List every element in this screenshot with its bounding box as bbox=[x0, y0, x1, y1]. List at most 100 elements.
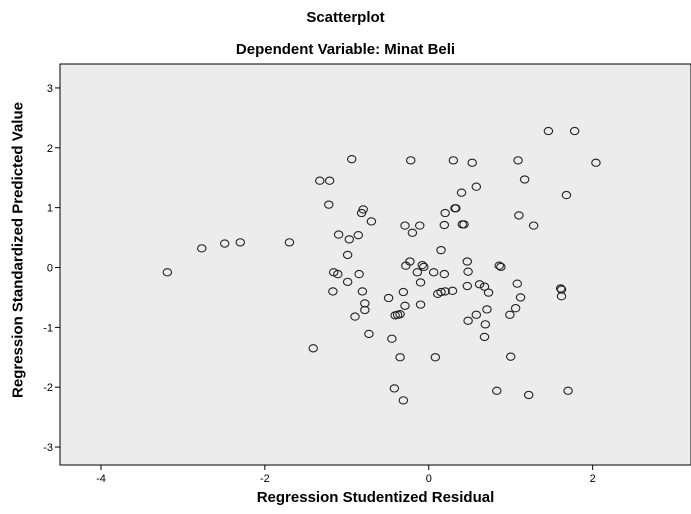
data-point bbox=[346, 155, 357, 164]
data-point bbox=[440, 208, 450, 218]
x-tick-label: 0 bbox=[426, 473, 432, 485]
y-tick-label: 1 bbox=[47, 203, 53, 215]
data-point bbox=[510, 304, 521, 313]
data-point bbox=[439, 220, 450, 230]
data-point bbox=[353, 231, 364, 240]
data-point bbox=[308, 344, 318, 353]
data-point bbox=[436, 287, 446, 297]
x-tick-label: 2 bbox=[590, 473, 596, 485]
data-point bbox=[407, 228, 418, 237]
data-point bbox=[496, 262, 506, 272]
data-point bbox=[492, 386, 502, 395]
data-point bbox=[515, 293, 526, 302]
data-point bbox=[356, 208, 367, 218]
data-point bbox=[357, 287, 368, 296]
data-point bbox=[389, 384, 400, 393]
data-point bbox=[482, 305, 492, 314]
data-point bbox=[467, 158, 477, 167]
data-point bbox=[505, 352, 516, 361]
data-point bbox=[366, 217, 377, 226]
data-point bbox=[439, 269, 450, 279]
data-point bbox=[483, 288, 494, 297]
data-point bbox=[459, 220, 469, 229]
data-point bbox=[512, 279, 523, 288]
data-point bbox=[412, 268, 423, 277]
data-point bbox=[523, 390, 534, 400]
data-point bbox=[505, 310, 515, 319]
data-point bbox=[474, 280, 485, 289]
data-point bbox=[398, 396, 409, 405]
data-point bbox=[456, 188, 467, 197]
data-point bbox=[395, 353, 405, 362]
data-point bbox=[519, 175, 530, 184]
data-point bbox=[430, 353, 441, 362]
chart-title: Scatterplot bbox=[306, 9, 385, 26]
data-point bbox=[569, 126, 580, 136]
data-point bbox=[400, 221, 410, 230]
y-tick-label: -3 bbox=[43, 442, 53, 454]
data-point bbox=[324, 176, 335, 185]
data-point bbox=[556, 285, 567, 294]
data-point bbox=[528, 221, 539, 230]
data-point bbox=[447, 286, 458, 295]
data-point bbox=[419, 262, 429, 272]
plot-area bbox=[59, 63, 691, 466]
y-tick-label: 2 bbox=[47, 143, 53, 155]
data-point bbox=[398, 287, 409, 297]
data-point bbox=[354, 269, 364, 279]
data-point bbox=[364, 329, 374, 339]
data-point bbox=[395, 310, 405, 319]
data-point bbox=[428, 268, 439, 277]
data-point bbox=[342, 250, 353, 260]
data-point bbox=[462, 281, 473, 291]
data-point bbox=[333, 269, 343, 279]
data-point bbox=[556, 292, 567, 301]
data-point bbox=[417, 260, 427, 270]
data-point bbox=[591, 158, 601, 167]
data-point bbox=[555, 284, 566, 293]
y-tick-label: -1 bbox=[43, 322, 53, 334]
data-point bbox=[219, 239, 230, 248]
data-point bbox=[448, 156, 459, 165]
data-point bbox=[360, 299, 370, 308]
data-point bbox=[328, 287, 338, 296]
x-axis-label: Regression Studentized Residual bbox=[256, 489, 495, 506]
data-point bbox=[451, 204, 461, 213]
data-point bbox=[440, 287, 450, 296]
data-point bbox=[471, 182, 482, 191]
data-point bbox=[350, 312, 360, 321]
data-point bbox=[235, 238, 246, 247]
data-point bbox=[563, 386, 573, 395]
data-point bbox=[405, 156, 416, 165]
data-point bbox=[415, 221, 425, 230]
data-point bbox=[197, 244, 207, 253]
data-point bbox=[561, 190, 572, 200]
data-point bbox=[315, 176, 325, 185]
x-tick-label: -4 bbox=[96, 473, 106, 485]
data-point bbox=[513, 156, 523, 165]
data-point bbox=[333, 230, 344, 239]
data-point bbox=[480, 320, 491, 329]
x-tick-label: -2 bbox=[260, 473, 270, 485]
data-point bbox=[400, 301, 410, 310]
y-axis-label: Regression Standardized Predicted Value bbox=[9, 102, 27, 398]
data-point bbox=[494, 261, 504, 270]
data-point bbox=[358, 205, 368, 214]
y-tick-label: -2 bbox=[43, 382, 53, 394]
data-point bbox=[415, 300, 426, 309]
y-tick-label: 3 bbox=[47, 83, 53, 95]
data-point bbox=[415, 278, 426, 287]
data-point bbox=[463, 267, 473, 276]
data-point bbox=[471, 310, 482, 319]
data-point bbox=[342, 277, 353, 287]
data-point bbox=[284, 238, 295, 247]
data-point bbox=[479, 332, 490, 342]
data-point bbox=[360, 305, 370, 315]
data-point bbox=[479, 282, 490, 291]
data-point bbox=[387, 334, 397, 343]
data-point bbox=[543, 126, 554, 136]
y-tick-label: 0 bbox=[47, 262, 53, 274]
data-point bbox=[405, 257, 415, 266]
data-point bbox=[462, 257, 473, 266]
